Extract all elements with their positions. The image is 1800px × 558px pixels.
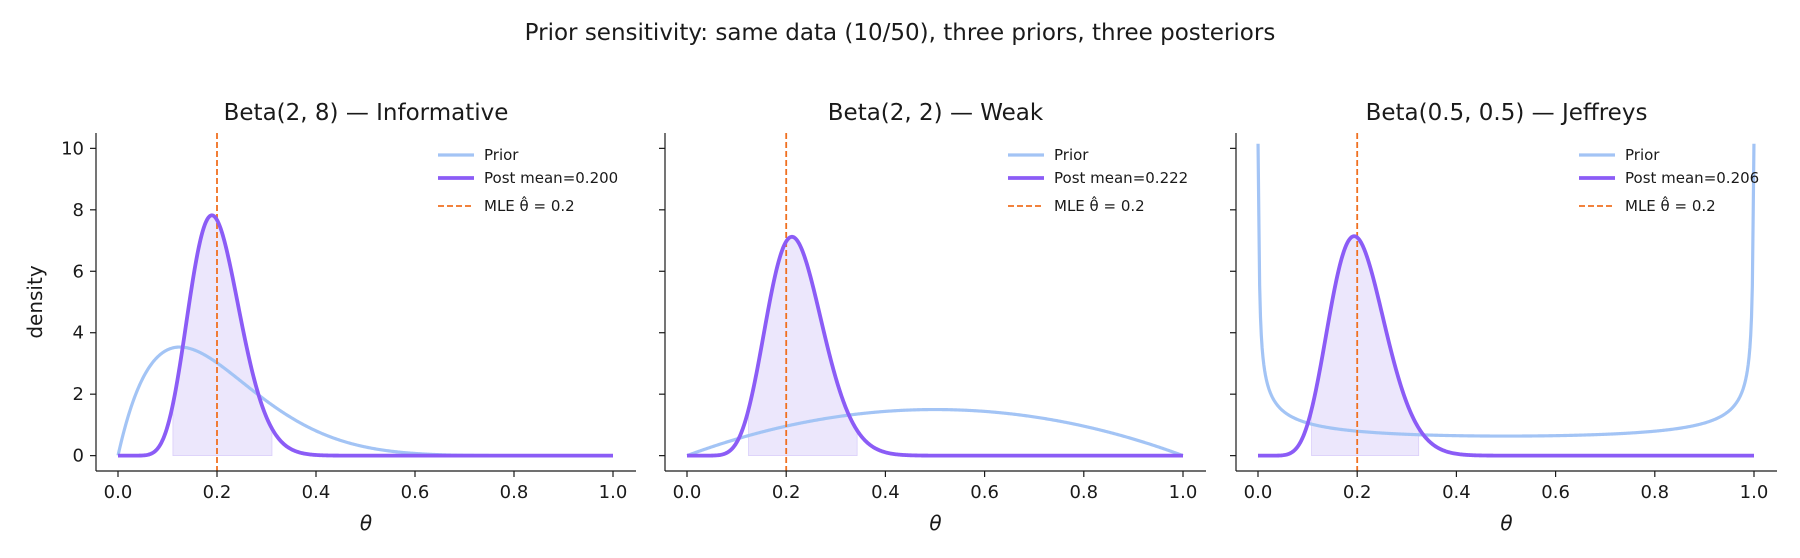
legend-label-posterior: Post mean=0.200 (484, 169, 618, 187)
x-axis-label: θ (1500, 511, 1512, 535)
x-tick-label: 0.6 (1541, 482, 1570, 503)
chart-panel-1: 0.0 0.2 0.4 0.6 0.8 1.0 0 2 4 6 8 10 Beta(2, 8) — In… (23, 100, 636, 535)
panels: 0.0 0.2 0.4 0.6 0.8 1.0 0 2 4 6 8 10 Beta(2, 8) — In… (23, 100, 1777, 535)
posterior-curve (685, 234, 1185, 458)
x-tick-label: 1.0 (1740, 482, 1769, 503)
plot-area (1256, 133, 1756, 471)
legend: Prior Post mean=0.200 MLE θ̂ = 0.2 (438, 146, 618, 215)
y-tick-label: 6 (73, 261, 84, 282)
x-tick-label: 0.2 (1343, 482, 1372, 503)
legend-label-mle: MLE θ̂ = 0.2 (1625, 195, 1716, 215)
y-tick-label: 10 (61, 138, 84, 159)
x-tick-label: 0.8 (1640, 482, 1669, 503)
x-tick-label: 0.4 (302, 482, 331, 503)
legend-label-posterior: Post mean=0.206 (1625, 169, 1759, 187)
legend-label-mle: MLE θ̂ = 0.2 (484, 195, 575, 215)
posterior-credible-interval-fill (1311, 235, 1420, 457)
legend: Prior Post mean=0.206 MLE θ̂ = 0.2 (1579, 146, 1759, 215)
plot-area (685, 133, 1185, 471)
x-tick-label: 0.6 (401, 482, 430, 503)
legend-label-mle: MLE θ̂ = 0.2 (1054, 195, 1145, 215)
x-tick-label: 0.6 (970, 482, 999, 503)
x-tick-label: 0.8 (500, 482, 529, 503)
prior-curve (686, 407, 1184, 458)
x-tick-label: 0.4 (1442, 482, 1471, 503)
plot-area (116, 133, 615, 471)
x-tick-label: 0.0 (673, 482, 702, 503)
x-tick-label: 0.0 (1244, 482, 1273, 503)
x-tick-label: 0.2 (772, 482, 801, 503)
legend-label-prior: Prior (484, 146, 519, 164)
posterior-curve (116, 213, 615, 458)
x-axis-label: θ (929, 511, 941, 535)
panel-title: Beta(0.5, 0.5) — Jeffreys (1366, 100, 1648, 126)
chart-panel-2: 0.0 0.2 0.4 0.6 0.8 1.0 Beta(2, 2) — Weak θ Prio… (659, 100, 1206, 535)
figure-suptitle: Prior sensitivity: same data (10/50), th… (525, 20, 1276, 46)
x-tick-label: 0.0 (104, 482, 133, 503)
x-tick-label: 1.0 (1169, 482, 1198, 503)
panel-title: Beta(2, 8) — Informative (224, 100, 509, 126)
posterior-credible-interval-fill (172, 214, 273, 457)
chart-panel-3: 0.0 0.2 0.4 0.6 0.8 1.0 Beta(0.5, 0.5) — Jeffr… (1230, 100, 1777, 535)
x-tick-label: 0.4 (871, 482, 900, 503)
posterior-curve (1256, 234, 1756, 458)
y-tick-label: 0 (73, 446, 84, 467)
x-tick-label: 1.0 (599, 482, 628, 503)
x-axis-label: θ (360, 511, 372, 535)
x-tick-label: 0.8 (1069, 482, 1098, 503)
legend-label-prior: Prior (1625, 146, 1660, 164)
y-tick-label: 8 (73, 200, 84, 221)
panel-title: Beta(2, 2) — Weak (828, 100, 1044, 126)
y-tick-label: 4 (73, 323, 84, 344)
y-tick-label: 2 (73, 384, 84, 405)
prior-curve (1256, 143, 1756, 438)
legend-label-posterior: Post mean=0.222 (1054, 169, 1188, 187)
legend-label-prior: Prior (1054, 146, 1089, 164)
legend: Prior Post mean=0.222 MLE θ̂ = 0.2 (1008, 146, 1188, 215)
y-axis-label: density (23, 265, 47, 338)
x-tick-label: 0.2 (203, 482, 232, 503)
